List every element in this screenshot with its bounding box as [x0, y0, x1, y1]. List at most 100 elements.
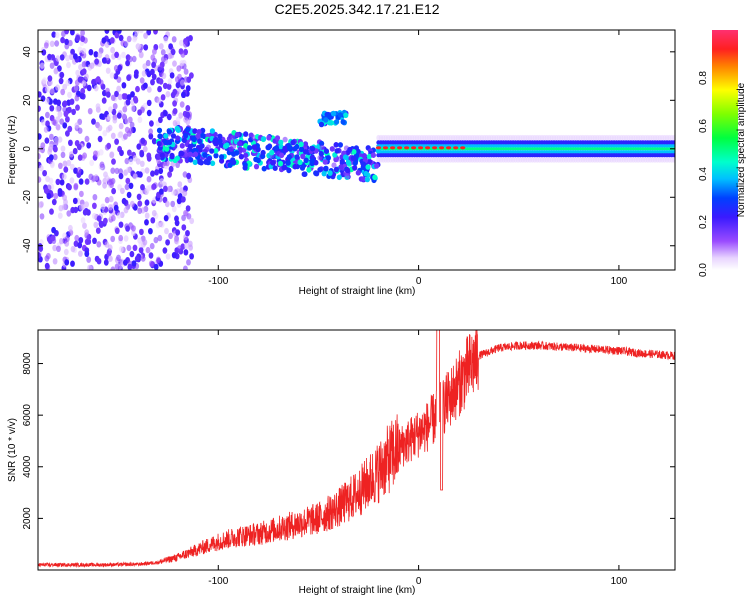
spectrogram-frame: [37, 29, 676, 271]
noise-cell: [157, 64, 163, 71]
noise-cell: [146, 99, 152, 107]
noise-cell: [134, 30, 140, 36]
turbulent-cell: [166, 129, 173, 135]
turbulent-cell: [209, 148, 215, 154]
noise-cell: [84, 178, 90, 185]
turbulent-cell: [205, 144, 211, 151]
noise-cell: [57, 188, 63, 195]
turbulent-cell: [159, 152, 165, 159]
noise-cell: [105, 126, 111, 133]
turbulent-cell: [370, 152, 376, 158]
turbulent-cell: [286, 154, 292, 160]
turbulent-cell: [219, 154, 225, 160]
noise-cell: [66, 61, 71, 69]
turbulent-cell: [199, 143, 205, 149]
noise-cell: [171, 36, 177, 43]
noise-cell: [58, 77, 64, 85]
turbulent-cell: [374, 163, 380, 169]
noise-cell: [185, 205, 191, 212]
noise-cell: [125, 225, 130, 232]
turbulent-cell: [302, 149, 309, 155]
turbulent-cell: [309, 158, 315, 164]
noise-cell: [165, 253, 171, 260]
noise-cell: [181, 214, 187, 222]
noise-cell: [112, 103, 118, 110]
noise-cell: [126, 149, 132, 156]
turbulent-cell: [163, 133, 169, 139]
turbulent-cell: [185, 126, 191, 133]
noise-cell: [186, 172, 192, 180]
turbulent-cell: [303, 157, 309, 164]
noise-cell: [128, 127, 134, 134]
noise-cell: [51, 198, 57, 206]
noise-cell: [136, 193, 142, 200]
noise-cell: [131, 229, 136, 237]
noise-cell: [52, 153, 58, 161]
noise-cell: [49, 87, 55, 95]
noise-cell: [69, 53, 74, 60]
noise-cell: [79, 190, 84, 198]
noise-cell: [137, 207, 143, 214]
noise-cell: [45, 111, 50, 119]
colorbar-tick-label: 0.2: [698, 215, 709, 229]
noise-cell: [73, 84, 79, 92]
noise-cell: [60, 145, 66, 152]
turbulent-cell: [360, 176, 366, 182]
turbulent-cell: [366, 158, 373, 165]
noise-cell: [166, 185, 172, 193]
noise-cell: [158, 78, 164, 85]
snr-x-tick-label: 0: [416, 576, 422, 587]
noise-cell: [72, 147, 78, 155]
noise-cell: [138, 241, 144, 248]
noise-cell: [114, 90, 119, 98]
noise-cell: [144, 188, 150, 195]
noise-cell: [66, 210, 72, 217]
colorbar-ticks: 0.0 0.2 0.4 0.6 0.8: [698, 71, 709, 277]
turbulent-cell: [274, 135, 281, 141]
noise-cell: [164, 227, 169, 235]
turbulent-cell: [179, 150, 185, 157]
noise-cell: [69, 163, 75, 171]
noise-cell: [118, 245, 124, 253]
noise-cell: [116, 212, 122, 219]
noise-cell: [123, 235, 129, 242]
noise-cell: [48, 154, 54, 161]
noise-cell: [117, 93, 123, 101]
spectrogram-x-tick-label: -100: [208, 276, 228, 287]
noise-cell: [49, 62, 55, 69]
noise-cell: [151, 61, 157, 68]
noise-cell: [180, 79, 185, 86]
turbulent-cell: [175, 135, 181, 141]
noise-cell: [65, 116, 70, 123]
noise-cell: [59, 238, 64, 245]
noise-cell: [109, 72, 115, 79]
noise-cell: [104, 30, 110, 34]
noise-cell: [86, 142, 92, 149]
turbulent-cell: [375, 147, 381, 154]
turbulent-cell: [361, 153, 367, 159]
noise-cell: [182, 171, 188, 178]
noise-cell: [93, 174, 99, 181]
turbulent-cell: [300, 153, 306, 160]
snr-plot-area: [38, 330, 675, 569]
noise-cell: [94, 58, 99, 65]
turbulent-cell: [336, 174, 342, 181]
noise-cell: [77, 242, 83, 249]
noise-cell: [142, 239, 148, 246]
noise-cell: [46, 192, 52, 200]
noise-cell: [138, 30, 144, 34]
noise-cell: [68, 224, 73, 232]
noise-cell: [55, 55, 61, 62]
noise-cell: [149, 120, 154, 127]
turbulent-cell: [253, 163, 260, 170]
noise-cell: [91, 78, 96, 86]
noise-cell: [175, 229, 181, 236]
noise-cell: [124, 118, 130, 125]
noise-cell: [176, 65, 182, 72]
noise-cell: [134, 255, 140, 263]
turbulent-cell: [323, 117, 329, 123]
noise-cell: [78, 178, 84, 185]
noise-cell: [126, 35, 132, 43]
noise-cell: [167, 171, 173, 178]
turbulent-cell: [199, 132, 206, 139]
